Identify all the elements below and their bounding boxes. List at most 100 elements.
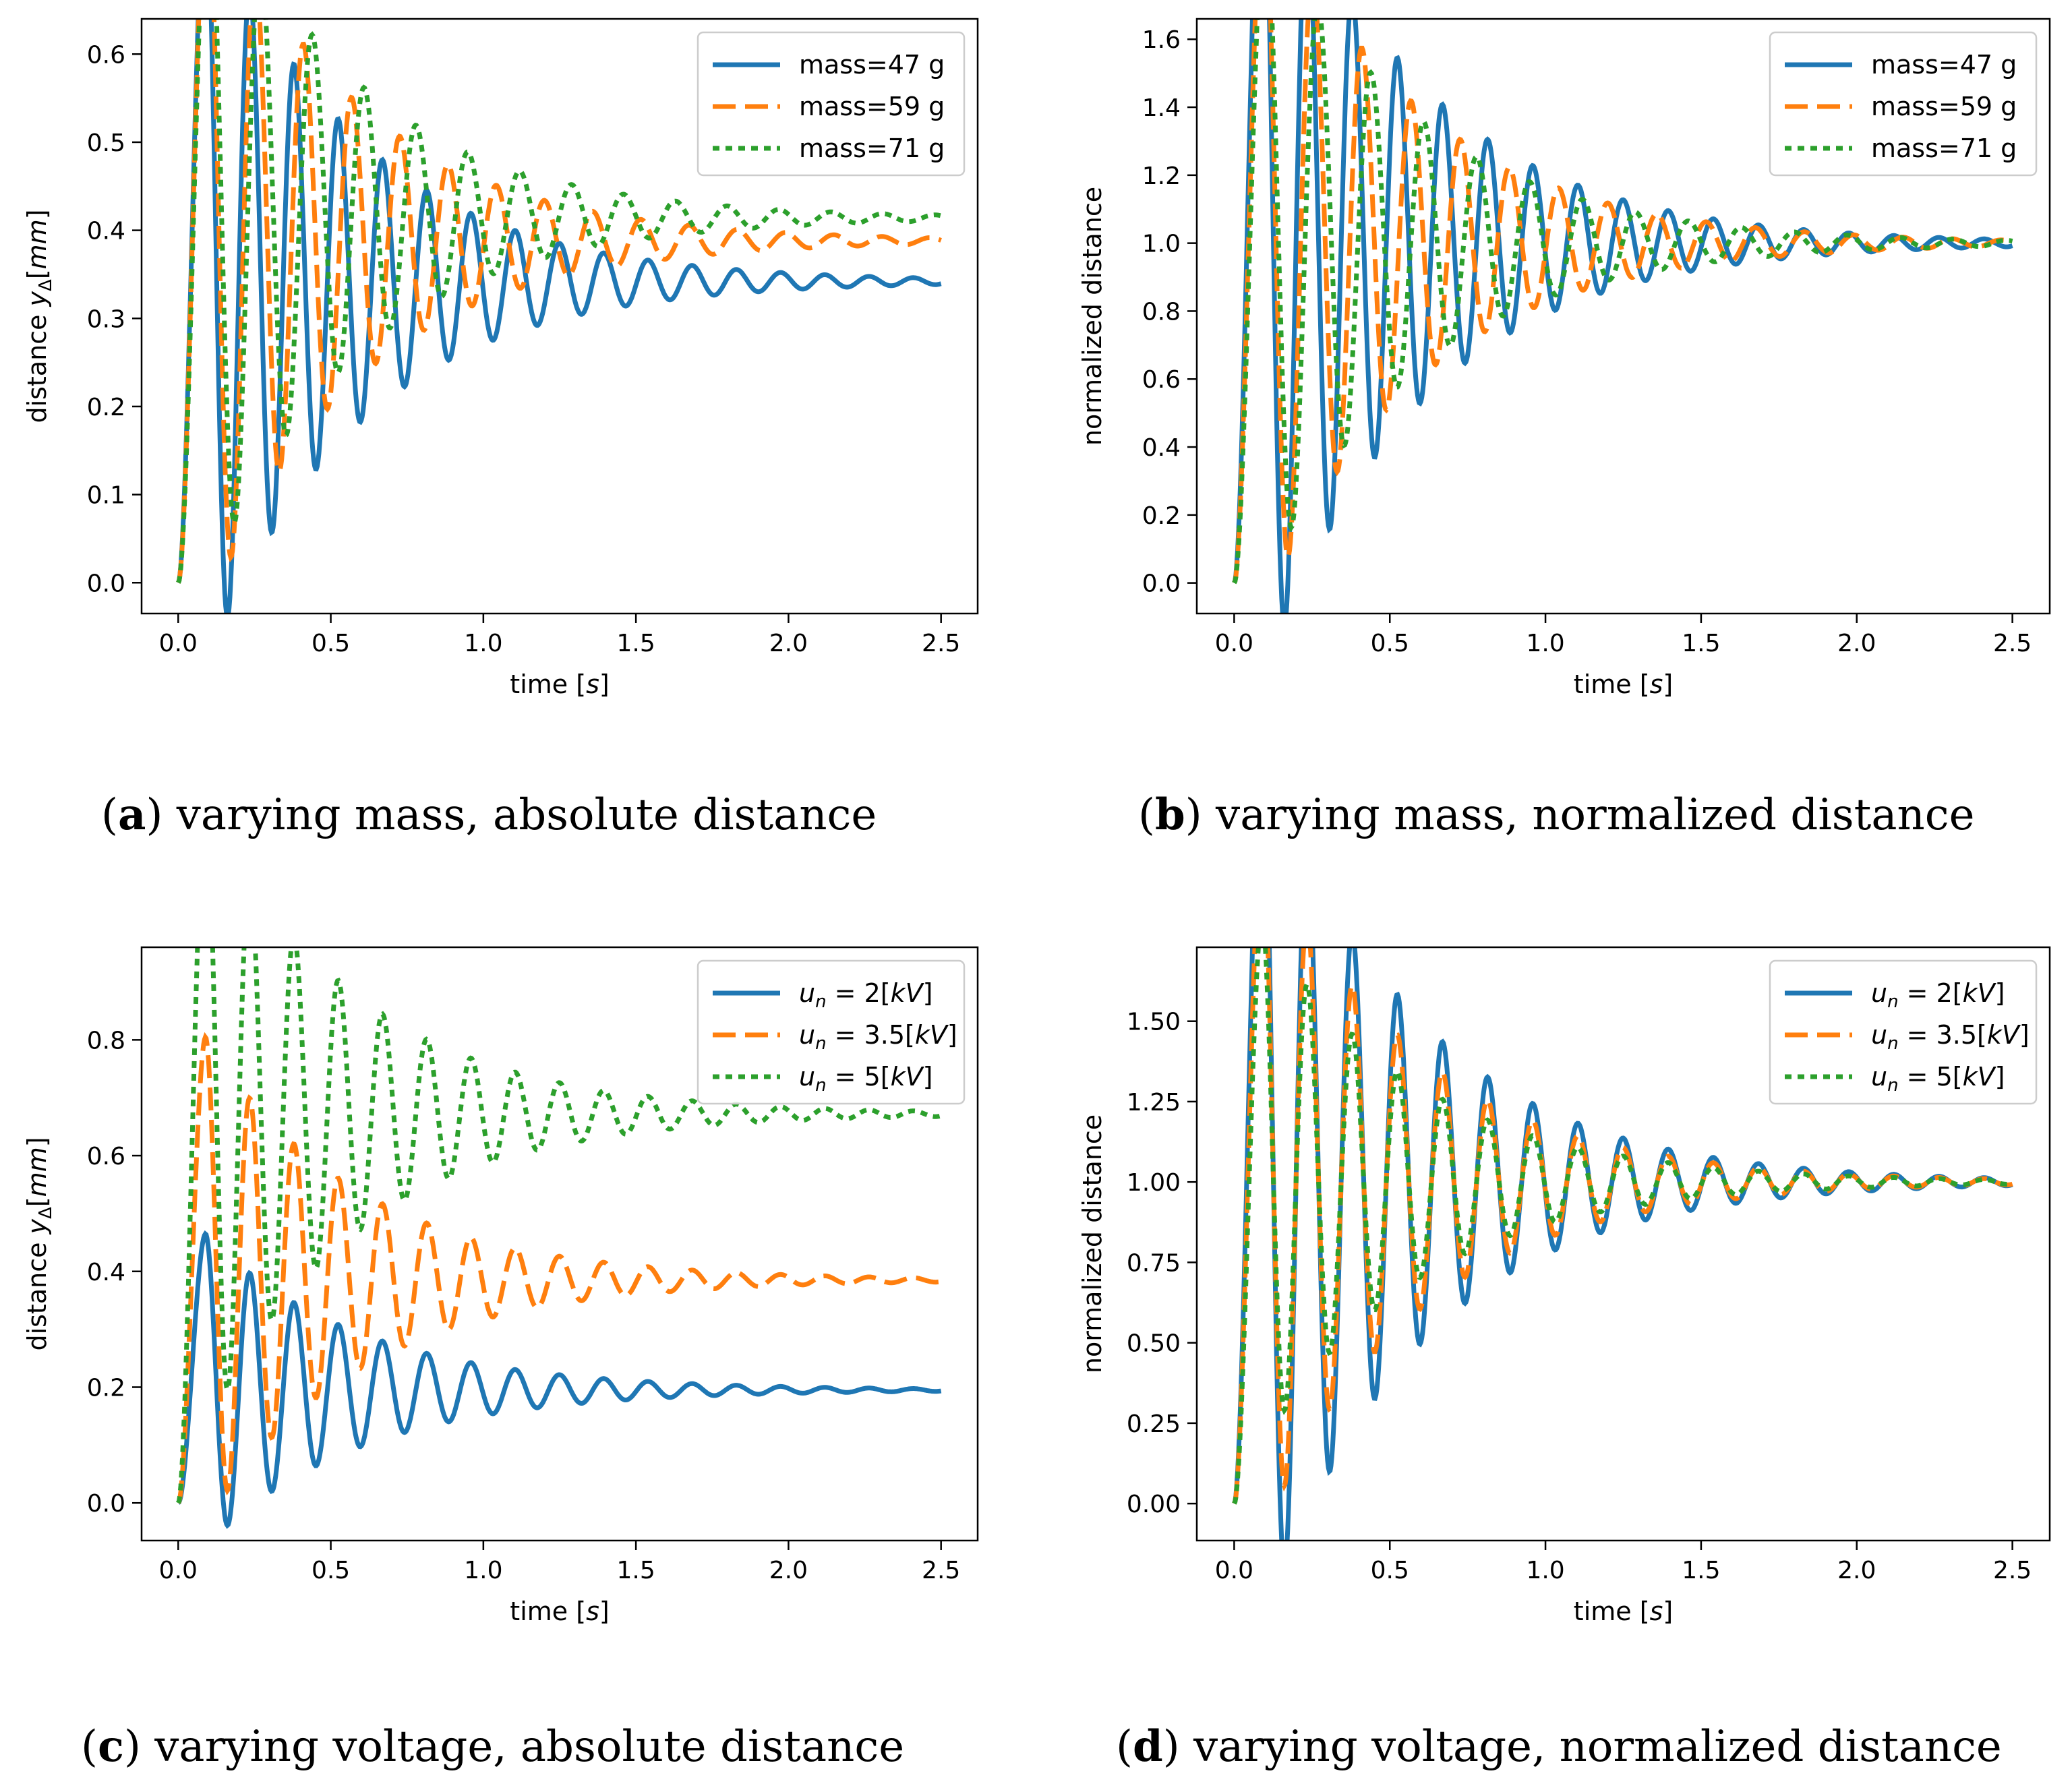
legend: un = 2[kV] un = 3.5[kV] un = 5[kV] xyxy=(697,959,966,1105)
y-tick-label: 0.3 xyxy=(87,305,125,333)
plot-frame xyxy=(140,18,979,615)
y-tick-label: 0.6 xyxy=(87,1143,125,1170)
x-tick-label: 2.5 xyxy=(1993,1557,2032,1584)
legend-label-3: un = 5[kV] xyxy=(1871,1062,2005,1096)
x-tick-label: 0.5 xyxy=(1371,1557,1409,1584)
legend-label-2: mass=59 g xyxy=(799,92,945,121)
x-tick-label: 2.5 xyxy=(1993,630,2032,657)
legend-label-3: mass=71 g xyxy=(799,133,945,163)
legend-label-1: mass=47 g xyxy=(799,50,945,80)
chart-c: 0.0 0.5 1.0 1.5 2.0 2.5 0.0 0.2 0.4 0.6 0.8 time [s… xyxy=(22,946,979,1626)
x-tick-label: 2.0 xyxy=(769,1557,808,1584)
caption: (b) varying mass, normalized distance xyxy=(1138,789,1974,840)
y-tick-label: 0.6 xyxy=(1142,366,1181,394)
y-tick-label: 1.25 xyxy=(1127,1089,1181,1116)
x-tick-label: 1.5 xyxy=(1682,1557,1720,1584)
plot-frame xyxy=(1195,946,2051,1542)
y-tick-label: 1.0 xyxy=(1142,231,1181,258)
caption: (c) varying voltage, absolute distance xyxy=(81,1721,904,1772)
y-axis-label: distance yΔ[mm] xyxy=(22,1137,56,1350)
series-line-2 xyxy=(1232,947,2013,1505)
x-tick-label: 1.0 xyxy=(1526,1557,1564,1584)
x-axis-label: time [s] xyxy=(1574,669,1673,699)
y-tick-label: 1.6 xyxy=(1142,26,1181,54)
y-tick-label: 0.8 xyxy=(87,1027,125,1054)
chart-d: 0.0 0.5 1.0 1.5 2.0 2.5 0.00 0.25 0.50 0.75 1.00 1.… xyxy=(1077,946,2051,1626)
x-tick-label: 0.5 xyxy=(312,1557,350,1584)
x-tick-label: 2.5 xyxy=(922,630,960,657)
legend-box xyxy=(1769,31,2038,177)
y-tick-label: 0.4 xyxy=(1142,434,1181,462)
series-line-3 xyxy=(176,947,942,1504)
series-line-2 xyxy=(176,1032,942,1505)
x-axis-label: time [s] xyxy=(510,1597,609,1626)
x-tick-label: 0.5 xyxy=(312,630,350,657)
x-tick-label: 2.5 xyxy=(922,1557,960,1584)
x-axis-label: time [s] xyxy=(510,669,609,699)
y-tick-label: 0.5 xyxy=(87,129,125,157)
x-tick-label: 1.5 xyxy=(1682,630,1720,657)
x-tick-label: 1.5 xyxy=(617,630,655,657)
legend-box xyxy=(1769,959,2038,1105)
y-tick-label: 1.2 xyxy=(1142,162,1181,190)
y-tick-label: 0.0 xyxy=(87,1490,125,1518)
y-tick-label: 0.0 xyxy=(87,570,125,597)
y-tick-label: 0.75 xyxy=(1127,1249,1181,1277)
y-tick-label: 0.1 xyxy=(87,482,125,510)
series-line-3 xyxy=(1232,947,2013,1505)
x-tick-label: 2.0 xyxy=(1837,1557,1876,1584)
x-tick-label: 2.0 xyxy=(769,630,808,657)
x-tick-label: 1.5 xyxy=(617,1557,655,1584)
x-tick-label: 0.0 xyxy=(1215,1557,1253,1584)
y-tick-label: 0.0 xyxy=(1142,570,1181,598)
x-tick-label: 0.0 xyxy=(159,1557,198,1584)
y-tick-label: 0.25 xyxy=(1127,1410,1181,1438)
series-line-1 xyxy=(177,1230,942,1529)
legend-label-3: mass=71 g xyxy=(1871,133,2017,163)
legend-label-3: un = 5[kV] xyxy=(799,1062,933,1096)
legend-label-1: un = 2[kV] xyxy=(1871,978,2005,1012)
legend-label-1: mass=47 g xyxy=(1871,50,2017,80)
y-tick-label: 0.2 xyxy=(87,394,125,421)
plot-frame xyxy=(140,946,979,1542)
legend-label-2: un = 3.5[kV] xyxy=(799,1020,957,1054)
chart-b: 0.0 0.5 1.0 1.5 2.0 2.5 0.0 0.2 0.4 0.6 0.8 1.0 1.2 1… xyxy=(1077,18,2051,699)
y-tick-label: 1.00 xyxy=(1127,1169,1181,1197)
x-tick-label: 1.0 xyxy=(464,1557,502,1584)
legend-label-2: un = 3.5[kV] xyxy=(1871,1020,2030,1054)
series-line-3 xyxy=(1232,19,2013,585)
plot-frame xyxy=(1195,18,2051,615)
caption: (d) varying voltage, normalized distance xyxy=(1116,1721,2002,1772)
y-tick-label: 0.50 xyxy=(1127,1330,1181,1358)
series-line-1 xyxy=(1232,947,2013,1541)
y-tick-label: 0.8 xyxy=(1142,298,1181,326)
y-tick-label: 0.4 xyxy=(87,218,125,245)
y-tick-label: 0.4 xyxy=(87,1259,125,1286)
y-tick-label: 0.2 xyxy=(87,1374,125,1402)
legend: mass=47 g mass=59 g mass=71 g xyxy=(697,31,966,177)
caption: (a) varying mass, absolute distance xyxy=(101,789,877,840)
x-tick-label: 0.0 xyxy=(1215,630,1253,657)
series-line-2 xyxy=(176,19,942,584)
y-tick-label: 0.2 xyxy=(1142,502,1181,530)
y-tick-label: 1.50 xyxy=(1127,1009,1181,1036)
x-tick-label: 1.0 xyxy=(1526,630,1564,657)
legend-label-1: un = 2[kV] xyxy=(799,978,933,1012)
y-axis-label: normalized distance xyxy=(1077,187,1107,446)
x-axis-label: time [s] xyxy=(1574,1597,1673,1626)
x-tick-label: 0.5 xyxy=(1371,630,1409,657)
series-line-1 xyxy=(1232,19,2013,614)
y-tick-label: 0.6 xyxy=(87,41,125,69)
legend: mass=47 g mass=59 g mass=71 g xyxy=(1769,31,2038,177)
chart-a: 0.0 0.5 1.0 1.5 2.0 2.5 0.0 0.1 0.2 0.3 0.4 0.5 0.6 t… xyxy=(22,18,979,699)
legend-label-2: mass=59 g xyxy=(1871,92,2017,121)
series-line-1 xyxy=(176,19,942,614)
y-axis-label: normalized distance xyxy=(1077,1114,1107,1373)
y-axis-label: distance yΔ[mm] xyxy=(22,209,56,423)
legend-box xyxy=(697,959,966,1105)
x-tick-label: 1.0 xyxy=(464,630,502,657)
legend: un = 2[kV] un = 3.5[kV] un = 5[kV] xyxy=(1769,959,2038,1105)
y-tick-label: 1.4 xyxy=(1142,94,1181,122)
legend-box xyxy=(697,31,966,177)
